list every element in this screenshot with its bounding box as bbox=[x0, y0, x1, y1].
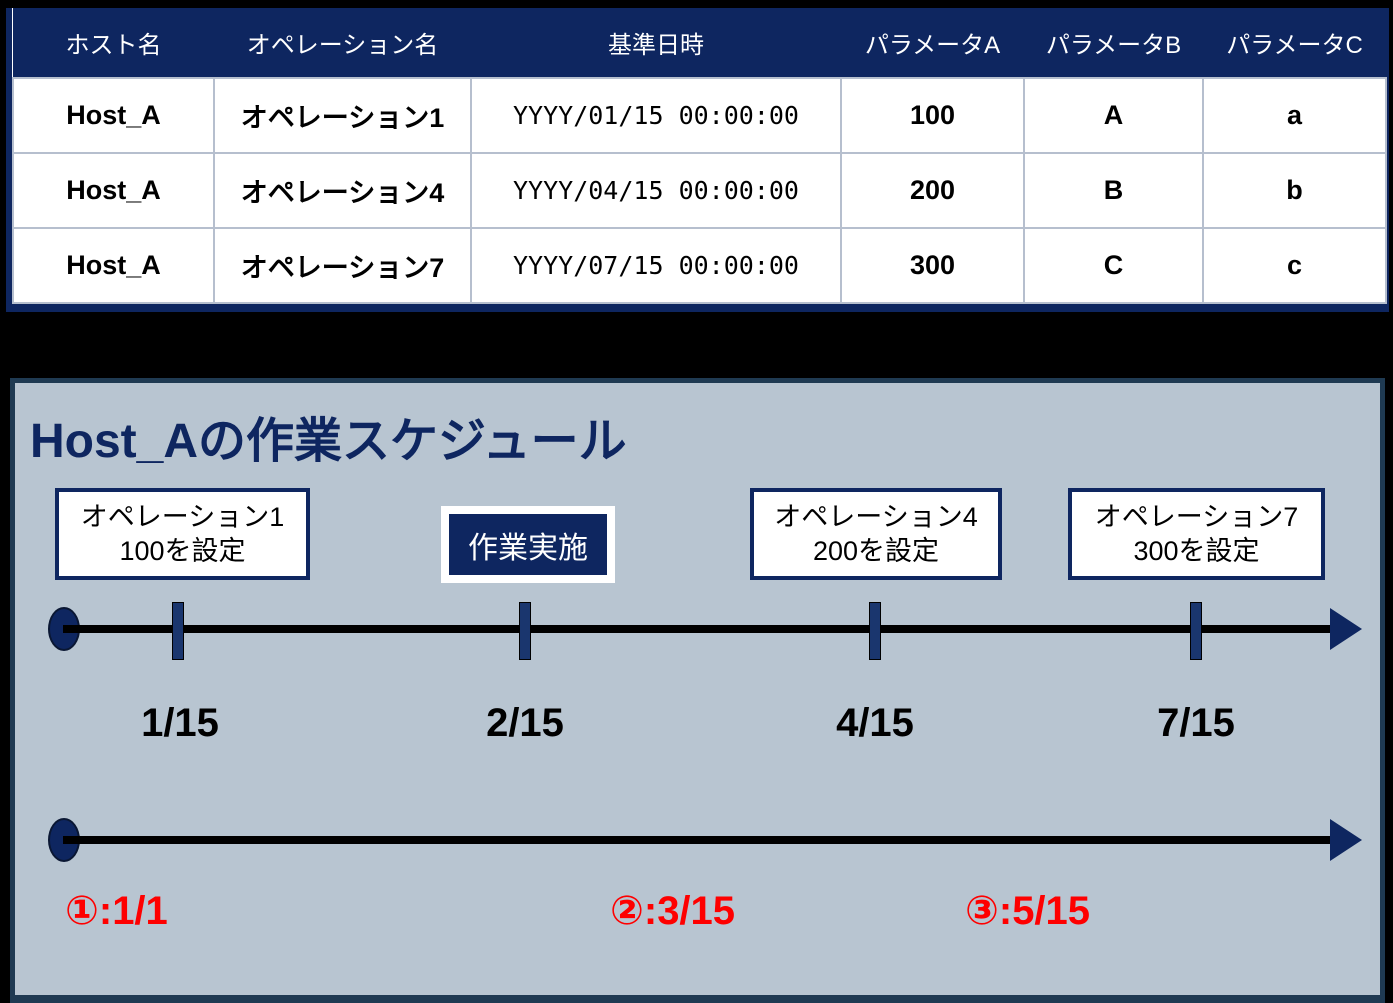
cell-datetime: YYYY/07/15 00:00:00 bbox=[470, 227, 842, 304]
header-operation-name: オペレーション名 bbox=[214, 8, 471, 78]
cell-param-a: 100 bbox=[840, 77, 1025, 154]
header-parameter-c: パラメータC bbox=[1203, 8, 1386, 78]
header-parameter-b: パラメータB bbox=[1024, 8, 1203, 78]
cell-host: Host_A bbox=[12, 152, 215, 229]
op7-box: オペレーション7 300を設定 bbox=[1068, 488, 1325, 580]
milestone-label-1: ①:1/1 bbox=[65, 889, 168, 933]
parameters-table: ホスト名 オペレーション名 基準日時 パラメータA パラメータB パラメータC … bbox=[12, 8, 1387, 304]
table-row: Host_A オペレーション4 YYYY/04/15 00:00:00 200 … bbox=[12, 152, 1387, 229]
op7-box-line2: 300を設定 bbox=[1133, 536, 1260, 566]
header-base-datetime: 基準日時 bbox=[471, 8, 841, 78]
cell-operation: オペレーション7 bbox=[213, 227, 472, 304]
work-execution-label: 作業実施 bbox=[449, 514, 607, 575]
cell-param-c: a bbox=[1202, 77, 1387, 154]
cell-param-b: A bbox=[1023, 77, 1204, 154]
tick-label-1: 1/15 bbox=[141, 701, 219, 745]
cell-param-c: b bbox=[1202, 152, 1387, 229]
cell-datetime: YYYY/04/15 00:00:00 bbox=[470, 152, 842, 229]
header-host-name: ホスト名 bbox=[13, 8, 214, 78]
cell-param-c: c bbox=[1202, 227, 1387, 304]
timeline1-arrowhead-icon bbox=[1330, 608, 1362, 650]
op7-box-line1: オペレーション7 bbox=[1094, 502, 1299, 532]
cell-param-a: 200 bbox=[840, 152, 1025, 229]
tick-label-2: 2/15 bbox=[486, 701, 564, 745]
cell-param-b: C bbox=[1023, 227, 1204, 304]
table-header-row: ホスト名 オペレーション名 基準日時 パラメータA パラメータB パラメータC bbox=[13, 8, 1386, 78]
cell-param-a: 300 bbox=[840, 227, 1025, 304]
op1-box-line1: オペレーション1 bbox=[80, 502, 285, 532]
tick-label-3: 4/15 bbox=[836, 701, 914, 745]
op4-box-line1: オペレーション4 bbox=[774, 502, 978, 532]
timeline2-arrowhead-icon bbox=[1330, 819, 1362, 861]
cell-host: Host_A bbox=[12, 77, 215, 154]
timeline1-axis bbox=[63, 625, 1333, 633]
header-parameter-a: パラメータA bbox=[841, 8, 1024, 78]
timeline1-tick-2-15 bbox=[519, 602, 531, 660]
op1-box: オペレーション1 100を設定 bbox=[55, 488, 310, 580]
milestone-label-2: ②:3/15 bbox=[610, 889, 736, 933]
operation-parameters-table: ホスト名 オペレーション名 基準日時 パラメータA パラメータB パラメータC … bbox=[6, 8, 1389, 312]
cell-operation: オペレーション1 bbox=[213, 77, 472, 154]
work-execution-box: 作業実施 bbox=[441, 506, 615, 583]
cell-param-b: B bbox=[1023, 152, 1204, 229]
timeline1-tick-7-15 bbox=[1190, 602, 1202, 660]
cell-datetime: YYYY/01/15 00:00:00 bbox=[470, 77, 842, 154]
op4-box-line2: 200を設定 bbox=[812, 536, 940, 566]
cell-host: Host_A bbox=[12, 227, 215, 304]
schedule-title: Host_Aの作業スケジュール bbox=[30, 415, 627, 468]
tick-label-4: 7/15 bbox=[1157, 701, 1235, 745]
table-row: Host_A オペレーション7 YYYY/07/15 00:00:00 300 … bbox=[12, 227, 1387, 304]
table-row: Host_A オペレーション1 YYYY/01/15 00:00:00 100 … bbox=[12, 77, 1387, 154]
timeline1-tick-1-15 bbox=[172, 602, 184, 660]
milestone-label-3: ③:5/15 bbox=[965, 889, 1091, 933]
op1-box-line2: 100を設定 bbox=[119, 536, 246, 566]
schedule-panel: Host_Aの作業スケジュール オペレーション1 100を設定 作業実施 オペレ… bbox=[10, 378, 1385, 1003]
timeline1-tick-4-15 bbox=[869, 602, 881, 660]
cell-operation: オペレーション4 bbox=[213, 152, 472, 229]
op4-box: オペレーション4 200を設定 bbox=[750, 488, 1002, 580]
timeline2-axis bbox=[63, 836, 1333, 844]
